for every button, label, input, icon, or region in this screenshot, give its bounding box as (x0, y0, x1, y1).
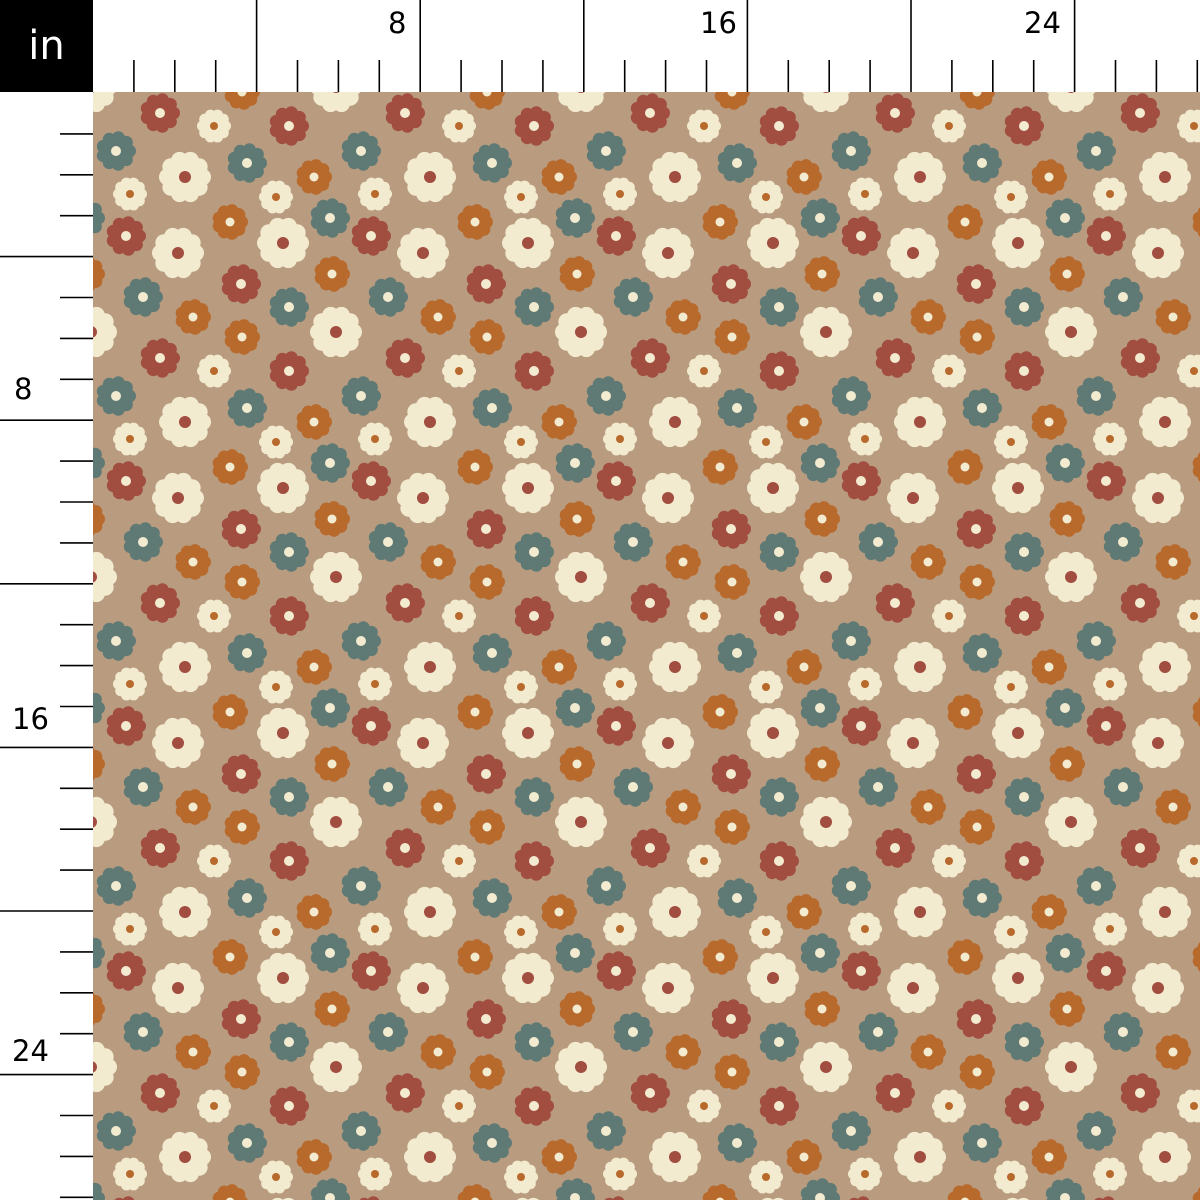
top-ruler-label: 24 (1024, 6, 1061, 40)
fabric-background (93, 92, 1200, 1200)
left-ruler-label: 24 (12, 1034, 49, 1068)
left-ruler-label: 16 (12, 702, 49, 736)
left-ruler-label: 8 (14, 372, 33, 406)
top-ruler-label: 16 (700, 6, 737, 40)
unit-label: in (0, 0, 93, 92)
top-ruler-label: 8 (388, 6, 407, 40)
fabric-swatch (93, 92, 1200, 1200)
